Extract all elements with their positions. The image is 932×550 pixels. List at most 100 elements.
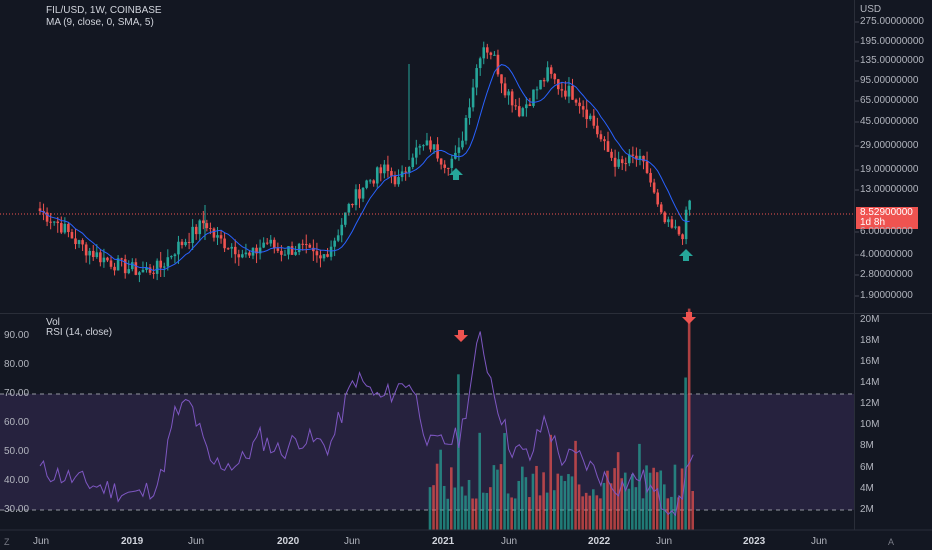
symbol-legend[interactable]: FIL/USD, 1W, COINBASE bbox=[46, 5, 162, 16]
candle-body bbox=[482, 47, 486, 59]
volume-bar bbox=[570, 476, 574, 530]
candle-body bbox=[191, 226, 194, 244]
candle-body bbox=[471, 87, 475, 108]
candle-body bbox=[116, 258, 120, 271]
volume-bar bbox=[684, 377, 687, 530]
candle-body bbox=[667, 219, 670, 223]
volume-bar bbox=[556, 473, 560, 530]
volume-bar bbox=[435, 463, 439, 530]
candle-body bbox=[173, 254, 177, 257]
candle-body bbox=[628, 154, 631, 164]
candle-body bbox=[525, 104, 528, 109]
candle-body bbox=[273, 239, 276, 249]
candle-body bbox=[155, 260, 159, 274]
candle-body bbox=[241, 254, 244, 258]
rsi-tick-label: 40.00 bbox=[4, 475, 30, 486]
volume-bar bbox=[638, 443, 641, 530]
volume-bar bbox=[634, 487, 638, 530]
candle-body bbox=[294, 252, 297, 255]
price-tick-label: 65.00000000 bbox=[860, 95, 919, 106]
candle-body bbox=[198, 220, 202, 235]
volume-bar bbox=[503, 433, 506, 530]
ma-legend[interactable]: MA (9, close, 0, SMA, 5) bbox=[46, 17, 154, 28]
volume-bar bbox=[609, 483, 613, 530]
candle-body bbox=[106, 257, 109, 261]
volume-bar bbox=[485, 492, 489, 530]
candle-body bbox=[344, 212, 347, 225]
volume-bar bbox=[474, 498, 478, 530]
candle-body bbox=[329, 246, 333, 257]
candle-body bbox=[223, 238, 226, 249]
time-tick-label: 2021 bbox=[432, 536, 455, 547]
candle-body bbox=[88, 250, 91, 256]
candle-body bbox=[177, 241, 180, 255]
candle-body bbox=[276, 248, 280, 251]
last-price-tag: 8.52900000 1d 8h bbox=[856, 207, 918, 229]
vol-legend[interactable]: Vol bbox=[46, 317, 60, 328]
candle-body bbox=[45, 212, 49, 222]
candle-body bbox=[84, 244, 88, 256]
volume-bar bbox=[545, 492, 549, 530]
candle-body bbox=[581, 106, 585, 110]
rsi-legend[interactable]: RSI (14, close) bbox=[46, 327, 113, 338]
volume-tick-label: 6M bbox=[860, 462, 874, 473]
candle-body bbox=[255, 247, 258, 254]
candle-body bbox=[631, 154, 635, 156]
candle-body bbox=[148, 267, 152, 273]
candle-body bbox=[287, 246, 290, 255]
candle-body bbox=[145, 267, 148, 270]
candle-body bbox=[546, 67, 549, 82]
candle-body bbox=[180, 241, 184, 246]
volume-tick-label: 14M bbox=[860, 377, 880, 388]
zoom-icon[interactable]: Z bbox=[4, 537, 10, 547]
candle-body bbox=[574, 99, 578, 103]
candle-body bbox=[219, 235, 223, 239]
volume-bar bbox=[535, 465, 538, 530]
volume-tick-label: 10M bbox=[860, 419, 880, 430]
volume-bar bbox=[528, 497, 531, 530]
volume-bar bbox=[577, 484, 581, 530]
volume-tick-label: 20M bbox=[860, 314, 880, 325]
candle-body bbox=[496, 54, 500, 75]
candle-body bbox=[652, 182, 656, 193]
candle-body bbox=[397, 177, 400, 185]
candle-body bbox=[230, 246, 233, 249]
candle-body bbox=[649, 172, 652, 183]
candle-body bbox=[425, 140, 429, 146]
volume-bar bbox=[471, 498, 474, 530]
candle-body bbox=[322, 254, 326, 259]
candle-body bbox=[262, 242, 265, 248]
volume-bar bbox=[499, 464, 503, 530]
candle-body bbox=[464, 117, 468, 141]
volume-bar bbox=[652, 467, 655, 530]
volume-bar bbox=[531, 473, 535, 530]
rsi-line bbox=[39, 331, 694, 517]
volume-bar bbox=[489, 487, 492, 530]
auto-scale-icon[interactable]: A bbox=[888, 537, 895, 547]
candle-body bbox=[404, 171, 407, 173]
candle-body bbox=[308, 244, 312, 248]
volume-bar bbox=[581, 496, 584, 530]
pane-separator[interactable] bbox=[0, 313, 932, 314]
ma-line bbox=[39, 64, 690, 272]
candle-body bbox=[443, 164, 446, 168]
candle-body bbox=[248, 252, 251, 256]
volume-bar bbox=[439, 449, 442, 530]
volume-bar bbox=[464, 495, 467, 530]
time-tick-label: Jun bbox=[33, 536, 50, 547]
candle-body bbox=[642, 155, 645, 162]
candle-body bbox=[461, 140, 464, 148]
candle-body bbox=[52, 221, 56, 223]
candle-body bbox=[684, 209, 688, 240]
candle-body bbox=[202, 220, 205, 224]
candle-body bbox=[486, 47, 489, 53]
time-tick-label: Jun bbox=[656, 536, 673, 547]
candle-body bbox=[38, 208, 42, 212]
price-tick-label: 1.90000000 bbox=[860, 290, 913, 301]
candle-body bbox=[663, 212, 667, 223]
volume-bar bbox=[460, 486, 464, 530]
volume-bar bbox=[442, 485, 446, 530]
candle-body bbox=[539, 80, 542, 90]
candle-body bbox=[475, 68, 478, 88]
